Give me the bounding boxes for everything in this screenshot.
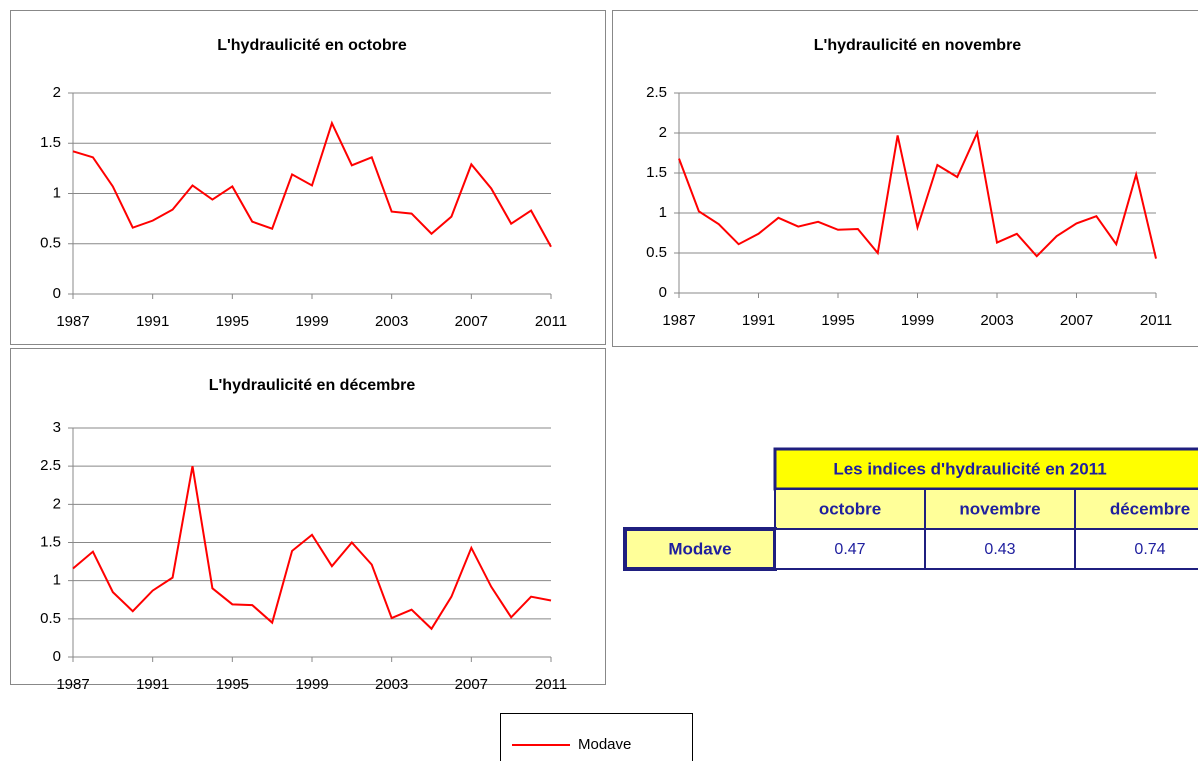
table-title: Les indices d'hydraulicité en 2011 — [833, 459, 1106, 478]
chart-frame — [10, 10, 606, 345]
x-tick-label: 1991 — [136, 676, 169, 693]
table-cell — [1074, 528, 1198, 570]
y-tick-label: 1 — [53, 184, 61, 201]
y-tick-label: 0.5 — [40, 235, 61, 252]
x-tick-label: 1999 — [295, 313, 328, 330]
chart-frame — [10, 348, 606, 685]
table-cell — [774, 528, 926, 570]
y-tick-label: 1 — [53, 572, 61, 589]
x-tick-label: 2011 — [1140, 312, 1172, 329]
chart-frame — [612, 10, 1198, 347]
x-tick-label: 2011 — [535, 313, 567, 330]
legend-label: Modave — [578, 736, 631, 753]
x-tick-label: 1995 — [821, 312, 854, 329]
y-tick-label: 3 — [53, 419, 61, 436]
x-tick-label: 1999 — [901, 312, 934, 329]
chart-title: L'hydraulicité en novembre — [814, 37, 1022, 54]
y-tick-label: 2 — [53, 84, 61, 101]
chart-title: L'hydraulicité en décembre — [209, 377, 416, 394]
x-tick-label: 1991 — [742, 312, 775, 329]
y-tick-label: 1.5 — [40, 533, 61, 550]
y-tick-label: 1 — [659, 204, 667, 221]
y-tick-label: 0.5 — [40, 610, 61, 627]
x-tick-label: 1995 — [216, 313, 249, 330]
x-tick-label: 1991 — [136, 313, 169, 330]
legend-box — [500, 713, 693, 761]
x-tick-label: 2011 — [535, 676, 567, 693]
y-tick-label: 2.5 — [646, 84, 667, 101]
column-header: novembre — [959, 499, 1040, 518]
x-tick-label: 1999 — [295, 676, 328, 693]
x-tick-label: 2003 — [375, 676, 408, 693]
x-tick-label: 1987 — [56, 676, 89, 693]
row-header: Modave — [668, 539, 731, 558]
y-tick-label: 0 — [659, 284, 667, 301]
data-line — [72, 120, 552, 248]
y-tick-label: 1.5 — [646, 164, 667, 181]
x-tick-label: 2003 — [980, 312, 1013, 329]
x-tick-label: 1995 — [216, 676, 249, 693]
y-tick-label: 1.5 — [40, 134, 61, 151]
x-tick-label: 1987 — [662, 312, 695, 329]
x-tick-label: 2003 — [375, 313, 408, 330]
y-tick-label: 2.5 — [40, 457, 61, 474]
y-tick-label: 0 — [53, 648, 61, 665]
table-value: 0.74 — [1134, 541, 1165, 558]
x-tick-label: 2007 — [455, 676, 488, 693]
data-line — [678, 129, 1157, 259]
x-tick-label: 2007 — [1060, 312, 1093, 329]
data-line — [72, 465, 552, 631]
x-tick-label: 2007 — [455, 313, 488, 330]
x-tick-label: 1987 — [56, 313, 89, 330]
y-tick-label: 2 — [53, 495, 61, 512]
table-value: 0.43 — [984, 541, 1015, 558]
y-tick-label: 0 — [53, 285, 61, 302]
y-tick-label: 2 — [659, 124, 667, 141]
column-header: décembre — [1110, 499, 1190, 518]
column-header-cell — [774, 488, 926, 530]
y-tick-label: 0.5 — [646, 244, 667, 261]
column-header: octobre — [819, 499, 881, 518]
chart-title: L'hydraulicité en octobre — [217, 37, 407, 54]
table-value: 0.47 — [834, 541, 865, 558]
row-header-cell — [623, 527, 777, 571]
